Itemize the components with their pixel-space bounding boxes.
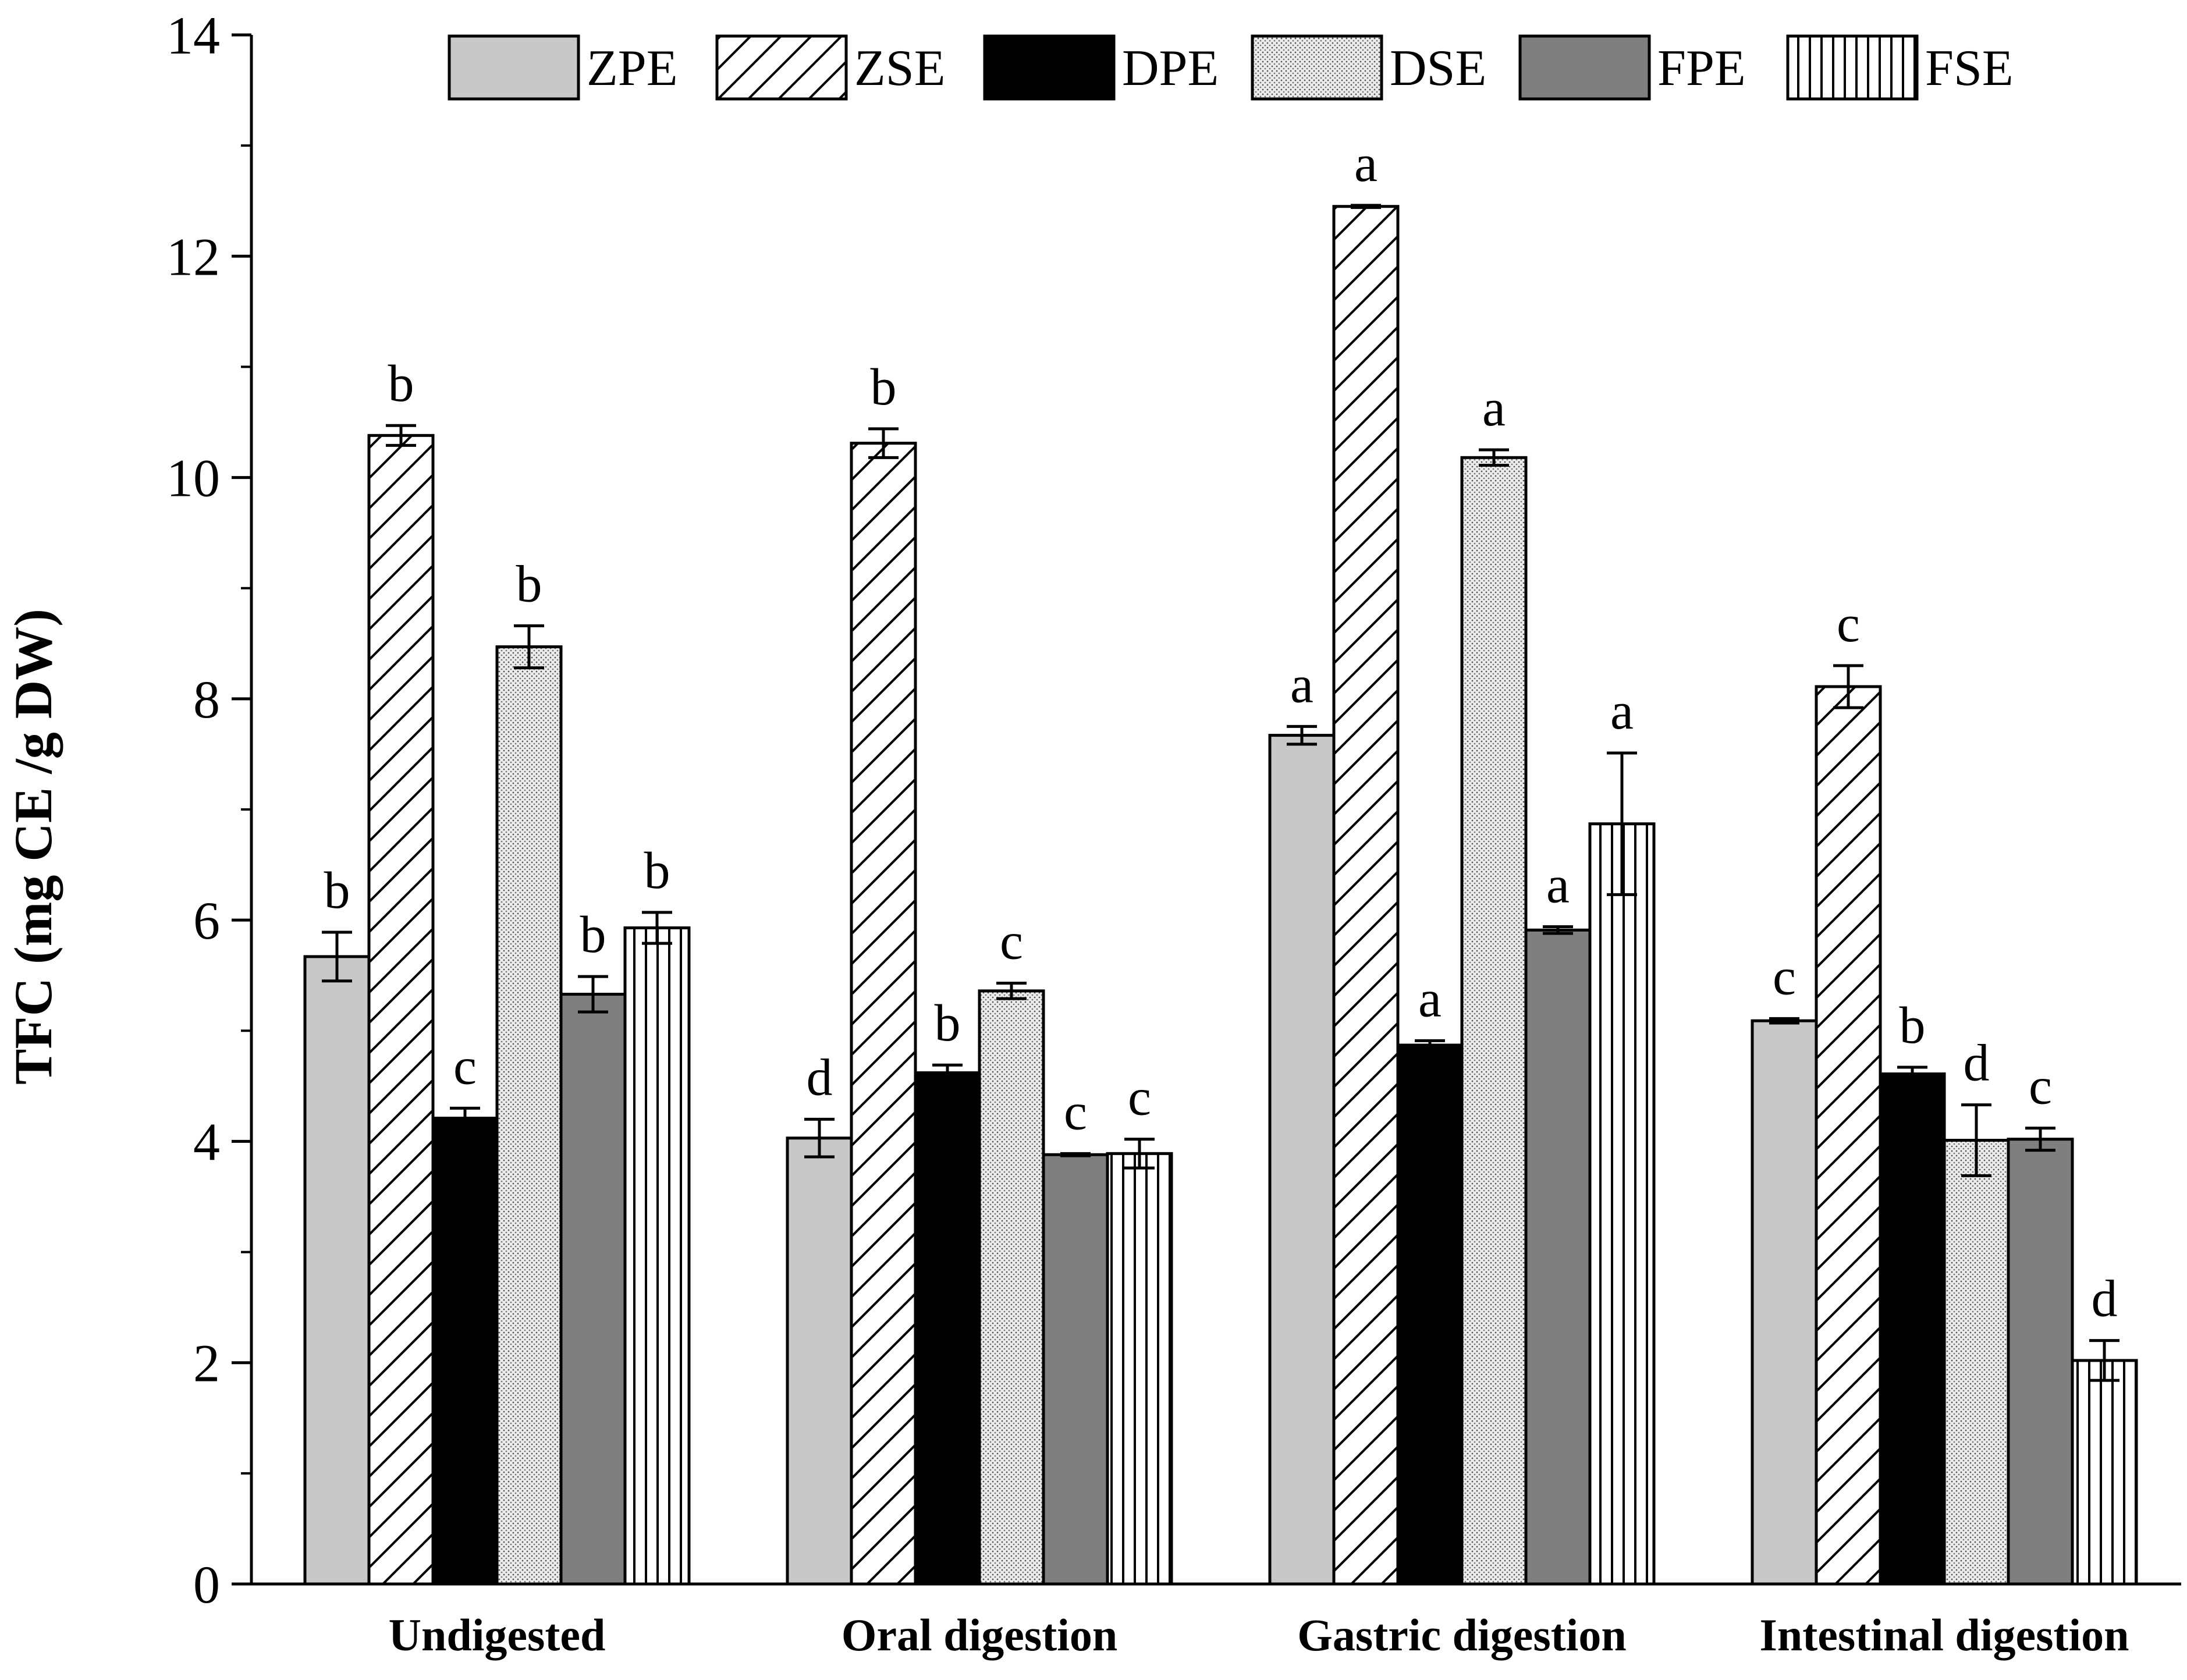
y-tick-label: 0 [193, 1555, 220, 1614]
bar-zpe-intestinal-digestion [1751, 1019, 1818, 1586]
bar-zse-oral-digestion [850, 442, 917, 1586]
y-tick-label: 10 [166, 449, 220, 508]
significance-letter: a [1290, 656, 1313, 713]
legend-item-zse: ZSE [715, 34, 945, 101]
significance-letter: b [935, 994, 961, 1052]
bar-dpe-gastric-digestion [1396, 1043, 1464, 1586]
y-axis: 0 2 4 6 8 10 12 14 [166, 6, 253, 1614]
significance-letter: c [1128, 1069, 1151, 1127]
bar-fpe-intestinal-digestion [2007, 1138, 2074, 1586]
significance-letter: b [324, 862, 350, 919]
legend-item-fpe: FPE [1518, 34, 1746, 101]
bar-dse-intestinal-digestion [1943, 1139, 2010, 1586]
significance-letter: b [1900, 997, 1926, 1054]
bar-fpe-undigested [559, 993, 627, 1586]
significance-letter: c [1000, 913, 1023, 971]
significance-letter: d [1964, 1035, 1990, 1092]
significance-letter: c [453, 1038, 477, 1095]
bar-dpe-intestinal-digestion [1879, 1072, 1946, 1586]
y-axis-title: TFC (mg CE /g DW) [3, 609, 63, 1085]
significance-letter: b [388, 355, 414, 413]
bar-fse-oral-digestion [1106, 1152, 1173, 1586]
bar-zse-intestinal-digestion [1815, 685, 1882, 1586]
significance-letter: a [1354, 135, 1377, 193]
bar-zse-undigested [367, 434, 435, 1586]
legend-label: DSE [1390, 40, 1486, 97]
bar-fpe-oral-digestion [1042, 1153, 1109, 1586]
significance-letter: a [1546, 857, 1570, 914]
bar-zse-gastric-digestion [1332, 205, 1400, 1586]
legend-swatch [1251, 34, 1383, 101]
bar-dpe-undigested [431, 1116, 499, 1586]
legend-swatch [1518, 34, 1651, 101]
significance-letter: c [2029, 1058, 2052, 1116]
legend-swatch [1786, 34, 1919, 101]
significance-letter: c [1773, 948, 1796, 1006]
significance-letter: d [2092, 1270, 2118, 1328]
legend-label: FPE [1657, 40, 1746, 97]
significance-letter: b [516, 555, 542, 613]
significance-letter: a [1418, 970, 1442, 1028]
bar-zpe-undigested [303, 955, 371, 1586]
y-tick-label: 14 [166, 6, 220, 65]
bar-dse-oral-digestion [978, 989, 1045, 1586]
significance-letter: c [1837, 595, 1860, 653]
significance-letter: b [871, 358, 897, 416]
legend-item-dse: DSE [1251, 34, 1486, 101]
bar-dse-undigested [495, 645, 563, 1586]
bar-fse-undigested [623, 926, 691, 1586]
legend-item-fse: FSE [1786, 34, 2014, 101]
significance-letter: b [580, 906, 606, 964]
legend-item-dpe: DPE [983, 34, 1219, 101]
significance-letter: b [644, 842, 670, 900]
bar-dpe-oral-digestion [914, 1071, 981, 1586]
y-tick-label: 8 [193, 670, 220, 729]
legend-item-zpe: ZPE [448, 34, 677, 101]
x-tick-label: Undigested [389, 1610, 606, 1660]
bar-fpe-gastric-digestion [1524, 928, 1592, 1586]
bar-zpe-oral-digestion [786, 1136, 853, 1586]
bar-zpe-gastric-digestion [1268, 734, 1336, 1586]
x-tick-label: Intestinal digestion [1760, 1610, 2129, 1660]
x-tick-label: Gastric digestion [1297, 1610, 1626, 1660]
y-tick-label: 4 [193, 1112, 220, 1171]
x-axis: Undigested Oral digestion Gastric digestio… [251, 1582, 2181, 1660]
significance-letter: d [807, 1049, 833, 1106]
bar-fse-gastric-digestion [1588, 822, 1656, 1586]
y-tick-label: 2 [193, 1334, 220, 1393]
legend-swatch [983, 34, 1116, 101]
significance-letter: c [1064, 1083, 1087, 1141]
legend-label: ZPE [587, 40, 677, 97]
legend-swatch [715, 34, 848, 101]
bar-group-gastric-digestion: a a a a a a [1268, 135, 1656, 1586]
legend-label: DPE [1122, 40, 1219, 97]
legend-label: ZSE [854, 40, 945, 97]
bar-dse-gastric-digestion [1460, 456, 1528, 1586]
legend: ZPE ZSE DPE DSE FPE FSE [448, 34, 2014, 101]
y-tick-label: 6 [193, 891, 220, 950]
significance-letter: a [1610, 683, 1634, 740]
legend-swatch [448, 34, 580, 101]
x-tick-label: Oral digestion [842, 1610, 1118, 1660]
legend-label: FSE [1925, 40, 2014, 97]
significance-letter: a [1482, 379, 1506, 437]
bar-fse-intestinal-digestion [2071, 1359, 2138, 1586]
y-tick-label: 12 [166, 227, 220, 286]
